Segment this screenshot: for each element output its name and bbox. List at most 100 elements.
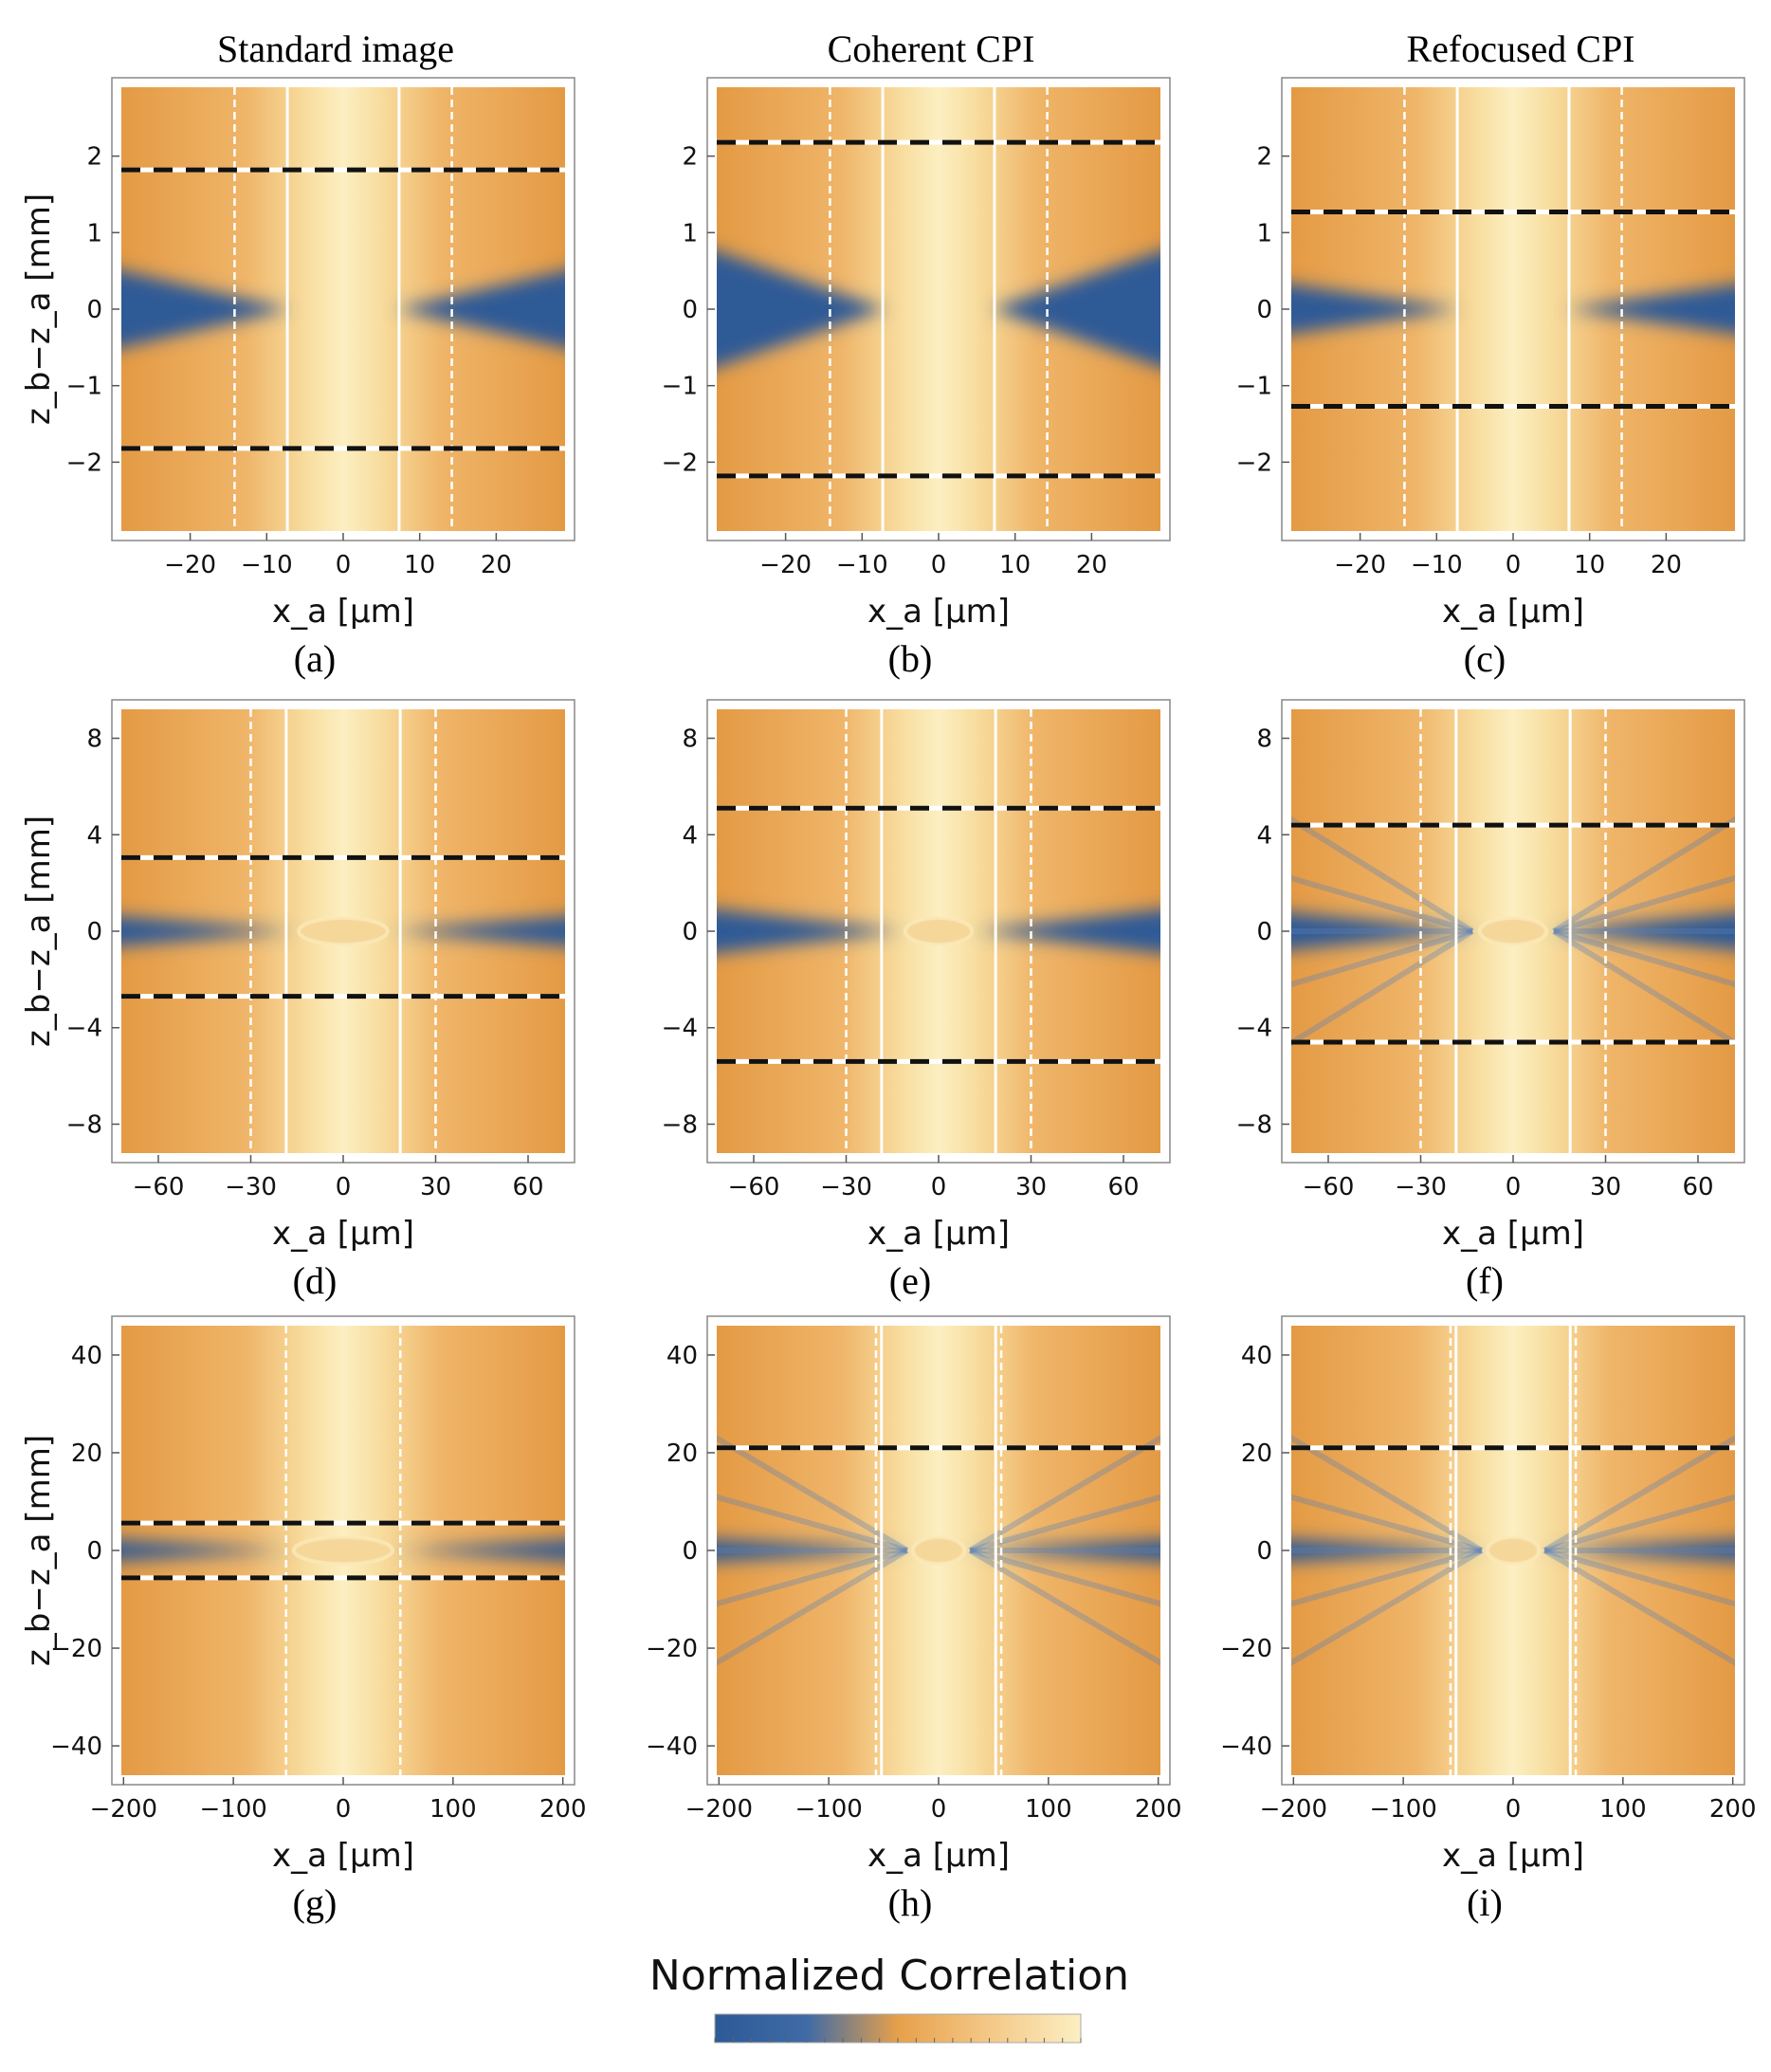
x-tick-label: 200 (539, 1795, 587, 1824)
heatmap-field (1291, 87, 1735, 531)
y-tick-label: 0 (1256, 296, 1272, 324)
x-axis-label: x_a [μm] (272, 1837, 414, 1875)
heatmap-panel: −60 −30 0 30 60 8 4 0 −4 −8 x_a [μm] z_b−z_a [mm] (d… (20, 699, 575, 1302)
heatmap-field (717, 1326, 1160, 1775)
panel-label: (e) (889, 1259, 931, 1302)
y-axis-label: z_b−z_a [mm] (20, 816, 58, 1047)
x-tick-label: −100 (199, 1795, 266, 1824)
y-axis-label: z_b−z_a [mm] (20, 1435, 58, 1666)
lobe-right (992, 250, 1160, 368)
central-feature (291, 1535, 395, 1566)
x-tick-label: 0 (336, 1795, 352, 1824)
x-axis-label: x_a [μm] (272, 593, 414, 631)
central-feature (910, 1535, 967, 1566)
x-tick-label: 0 (1506, 551, 1522, 579)
x-tick-label: 0 (336, 1173, 352, 1201)
x-tick-label: 200 (1135, 1795, 1182, 1824)
lobe-left (121, 270, 290, 348)
y-tick-label: 0 (682, 296, 698, 324)
x-tick-label: −20 (164, 551, 216, 579)
ray-streak (1543, 1494, 1735, 1553)
x-tick-label: −200 (685, 1795, 753, 1824)
y-tick-label: 20 (1241, 1439, 1272, 1468)
y-tick-label: 0 (86, 918, 102, 946)
x-tick-label: −60 (1303, 1173, 1355, 1201)
ray-streak (717, 1548, 908, 1607)
y-tick-label: 0 (682, 918, 698, 946)
x-tick-label: −20 (1334, 551, 1386, 579)
lobe-left (121, 1540, 289, 1561)
heatmap-field (717, 709, 1160, 1153)
ray-streak (968, 1548, 1160, 1666)
x-tick-label: 0 (1506, 1173, 1522, 1201)
x-tick-label: −30 (1395, 1173, 1447, 1201)
x-tick-label: −10 (241, 551, 293, 579)
x-tick-label: 60 (1107, 1173, 1139, 1201)
x-tick-label: 0 (931, 1795, 947, 1824)
heatmap-field (717, 87, 1160, 531)
panel-label: (h) (888, 1881, 933, 1924)
lobe-left (121, 916, 294, 946)
ray-streak (717, 1494, 908, 1553)
panel-label: (b) (888, 637, 933, 680)
y-tick-label: −40 (50, 1733, 102, 1761)
y-tick-label: 2 (86, 143, 102, 172)
x-tick-label: 60 (1682, 1173, 1713, 1201)
y-tick-label: −2 (662, 449, 698, 477)
y-tick-label: −2 (1236, 449, 1272, 477)
lobe-right (396, 270, 565, 348)
y-tick-label: 1 (1256, 219, 1272, 248)
x-tick-label: −100 (1369, 1795, 1436, 1824)
column-title: Coherent CPI (828, 28, 1035, 70)
y-tick-label: 4 (1256, 821, 1272, 850)
y-tick-label: −20 (646, 1635, 698, 1663)
y-tick-label: 40 (666, 1342, 698, 1370)
x-axis-label: x_a [μm] (867, 1215, 1010, 1253)
heatmap-field (121, 709, 565, 1153)
y-tick-label: 0 (86, 296, 102, 324)
lobe-right (976, 908, 1160, 954)
ray-streak (1291, 1548, 1483, 1607)
lobe-left (1291, 284, 1460, 335)
ray-streak (717, 1548, 909, 1666)
column-title: Refocused CPI (1406, 28, 1634, 70)
central-feature (903, 916, 975, 946)
y-tick-label: 40 (71, 1342, 102, 1370)
ray-streak (969, 1494, 1160, 1553)
lobe-right (1550, 912, 1735, 950)
y-tick-label: 8 (682, 725, 698, 754)
panel-label: (a) (294, 637, 336, 680)
x-tick-label: 10 (1574, 551, 1605, 579)
x-tick-label: 30 (1015, 1173, 1047, 1201)
y-tick-label: 40 (1241, 1342, 1272, 1370)
panel-label: (d) (293, 1259, 338, 1302)
column-titles: Standard image Coherent CPI Refocused CP… (217, 28, 1635, 70)
y-tick-label: −1 (662, 373, 698, 401)
y-tick-label: 4 (682, 821, 698, 850)
ray-streak (1552, 928, 1735, 1047)
central-feature (297, 916, 390, 946)
heatmap-field (121, 1326, 565, 1775)
y-tick-label: −4 (1236, 1015, 1272, 1043)
x-tick-label: 10 (404, 551, 435, 579)
x-tick-label: −10 (1411, 551, 1463, 579)
y-tick-label: 0 (86, 1537, 102, 1566)
ray-streak (1291, 928, 1473, 988)
panel-label: (f) (1466, 1259, 1504, 1302)
y-tick-label: −40 (646, 1733, 698, 1761)
y-tick-label: −4 (662, 1015, 698, 1043)
lobe-right (967, 1539, 1160, 1562)
lobe-left (717, 250, 886, 368)
lobe-right (1542, 1539, 1735, 1562)
x-axis-label: x_a [μm] (1442, 1837, 1584, 1875)
x-tick-label: −200 (1260, 1795, 1327, 1824)
x-axis-label: x_a [μm] (1442, 593, 1584, 631)
lobe-right (393, 916, 565, 946)
x-tick-label: −10 (836, 551, 888, 579)
central-feature (1485, 1535, 1542, 1566)
